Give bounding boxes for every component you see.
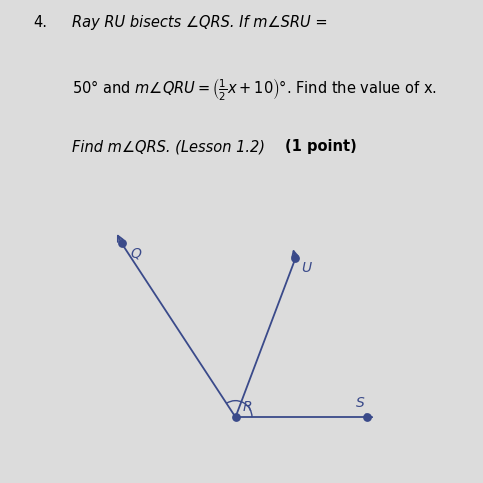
Text: (1 point): (1 point) <box>285 139 357 154</box>
Text: Ray RU bisects ∠QRS. If m∠SRU =: Ray RU bisects ∠QRS. If m∠SRU = <box>72 15 328 30</box>
Point <box>363 413 371 421</box>
Point <box>292 255 299 262</box>
Point <box>118 240 126 247</box>
Text: R: R <box>243 400 253 414</box>
Text: 4.: 4. <box>34 15 48 30</box>
Text: Q: Q <box>131 246 142 260</box>
Text: S: S <box>355 396 364 410</box>
Text: Find m∠QRS. (Lesson 1.2): Find m∠QRS. (Lesson 1.2) <box>72 139 270 154</box>
Text: $50°$ and $m\angle QRU = \left(\frac{1}{2}x + 10\right)°$. Find the value of x.: $50°$ and $m\angle QRU = \left(\frac{1}{… <box>72 77 437 103</box>
Text: U: U <box>301 261 312 275</box>
Point <box>232 413 240 421</box>
